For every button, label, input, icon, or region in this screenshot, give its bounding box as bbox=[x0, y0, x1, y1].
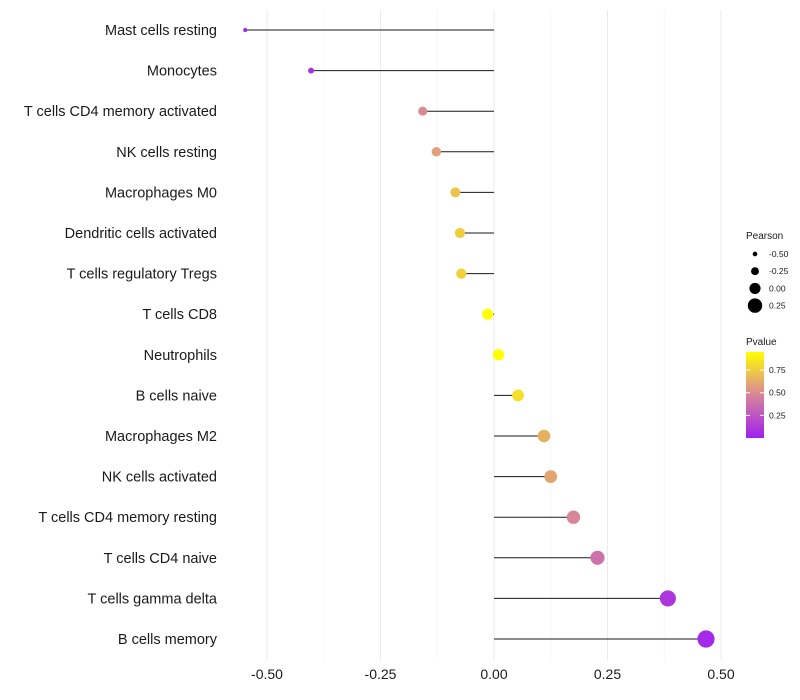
category-label: B cells memory bbox=[118, 632, 218, 648]
size-legend-label: 0.00 bbox=[769, 283, 786, 293]
data-point bbox=[697, 630, 715, 648]
category-label: Macrophages M0 bbox=[105, 185, 217, 201]
x-axis-ticks: -0.50 -0.25 0.00 0.25 0.50 bbox=[251, 666, 735, 682]
color-legend-label: 0.75 bbox=[769, 365, 786, 375]
category-label: Monocytes bbox=[147, 64, 217, 80]
data-point bbox=[308, 67, 314, 74]
x-tick-label: 0.00 bbox=[480, 666, 507, 682]
data-point bbox=[659, 590, 676, 607]
x-tick-label: 0.50 bbox=[707, 666, 734, 682]
x-tick-label: -0.25 bbox=[365, 666, 397, 682]
x-tick-label: -0.50 bbox=[251, 666, 283, 682]
points bbox=[243, 27, 715, 648]
color-legend-label: 0.25 bbox=[769, 410, 786, 420]
data-point bbox=[418, 106, 428, 116]
category-labels: Mast cells resting Monocytes T cells CD4 m… bbox=[24, 23, 218, 648]
category-label: B cells naive bbox=[136, 388, 217, 404]
category-label: NK cells activated bbox=[102, 470, 217, 486]
stems bbox=[245, 29, 707, 640]
size-legend-title: Pearson bbox=[746, 231, 783, 242]
category-label: Macrophages M2 bbox=[105, 429, 217, 445]
data-point bbox=[537, 429, 551, 443]
data-point bbox=[590, 550, 605, 565]
data-point bbox=[456, 268, 467, 279]
category-label: Dendritic cells activated bbox=[65, 226, 217, 242]
data-point bbox=[454, 227, 466, 239]
category-label: Neutrophils bbox=[144, 348, 217, 364]
size-legend-label: -0.25 bbox=[769, 266, 789, 276]
data-point bbox=[482, 308, 494, 320]
color-legend-title: Pvalue bbox=[746, 337, 777, 348]
category-label: T cells CD4 naive bbox=[104, 551, 217, 567]
category-label: T cells regulatory Tregs bbox=[67, 267, 217, 283]
category-label: T cells CD4 memory resting bbox=[38, 510, 217, 526]
data-point bbox=[544, 470, 558, 483]
grid bbox=[266, 10, 722, 660]
category-label: NK cells resting bbox=[116, 145, 217, 161]
category-label: T cells CD4 memory activated bbox=[24, 104, 217, 120]
data-point bbox=[431, 147, 442, 157]
size-legend-key bbox=[752, 251, 758, 257]
category-label: T cells CD8 bbox=[142, 307, 217, 323]
data-point bbox=[492, 349, 505, 361]
size-legend-key bbox=[749, 282, 761, 294]
color-legend-label: 0.50 bbox=[769, 388, 786, 398]
data-point bbox=[512, 389, 524, 402]
color-legend-bar bbox=[746, 352, 764, 438]
category-label: Mast cells resting bbox=[105, 23, 217, 39]
size-legend-key bbox=[747, 298, 763, 313]
data-point bbox=[566, 510, 581, 524]
x-tick-label: 0.25 bbox=[594, 666, 621, 682]
data-point bbox=[450, 187, 461, 198]
data-point bbox=[243, 27, 248, 33]
color-legend: 0.75 0.50 0.25 bbox=[746, 365, 786, 420]
size-legend-label: 0.25 bbox=[769, 301, 786, 311]
size-legend: -0.50 -0.25 0.00 0.25 bbox=[747, 249, 789, 313]
size-legend-key bbox=[751, 267, 759, 276]
size-legend-label: -0.50 bbox=[769, 249, 789, 259]
legend: Pearson -0.50-0.250.000.25 Pvalue 0.750.… bbox=[746, 231, 789, 438]
category-label: T cells gamma delta bbox=[88, 591, 218, 607]
